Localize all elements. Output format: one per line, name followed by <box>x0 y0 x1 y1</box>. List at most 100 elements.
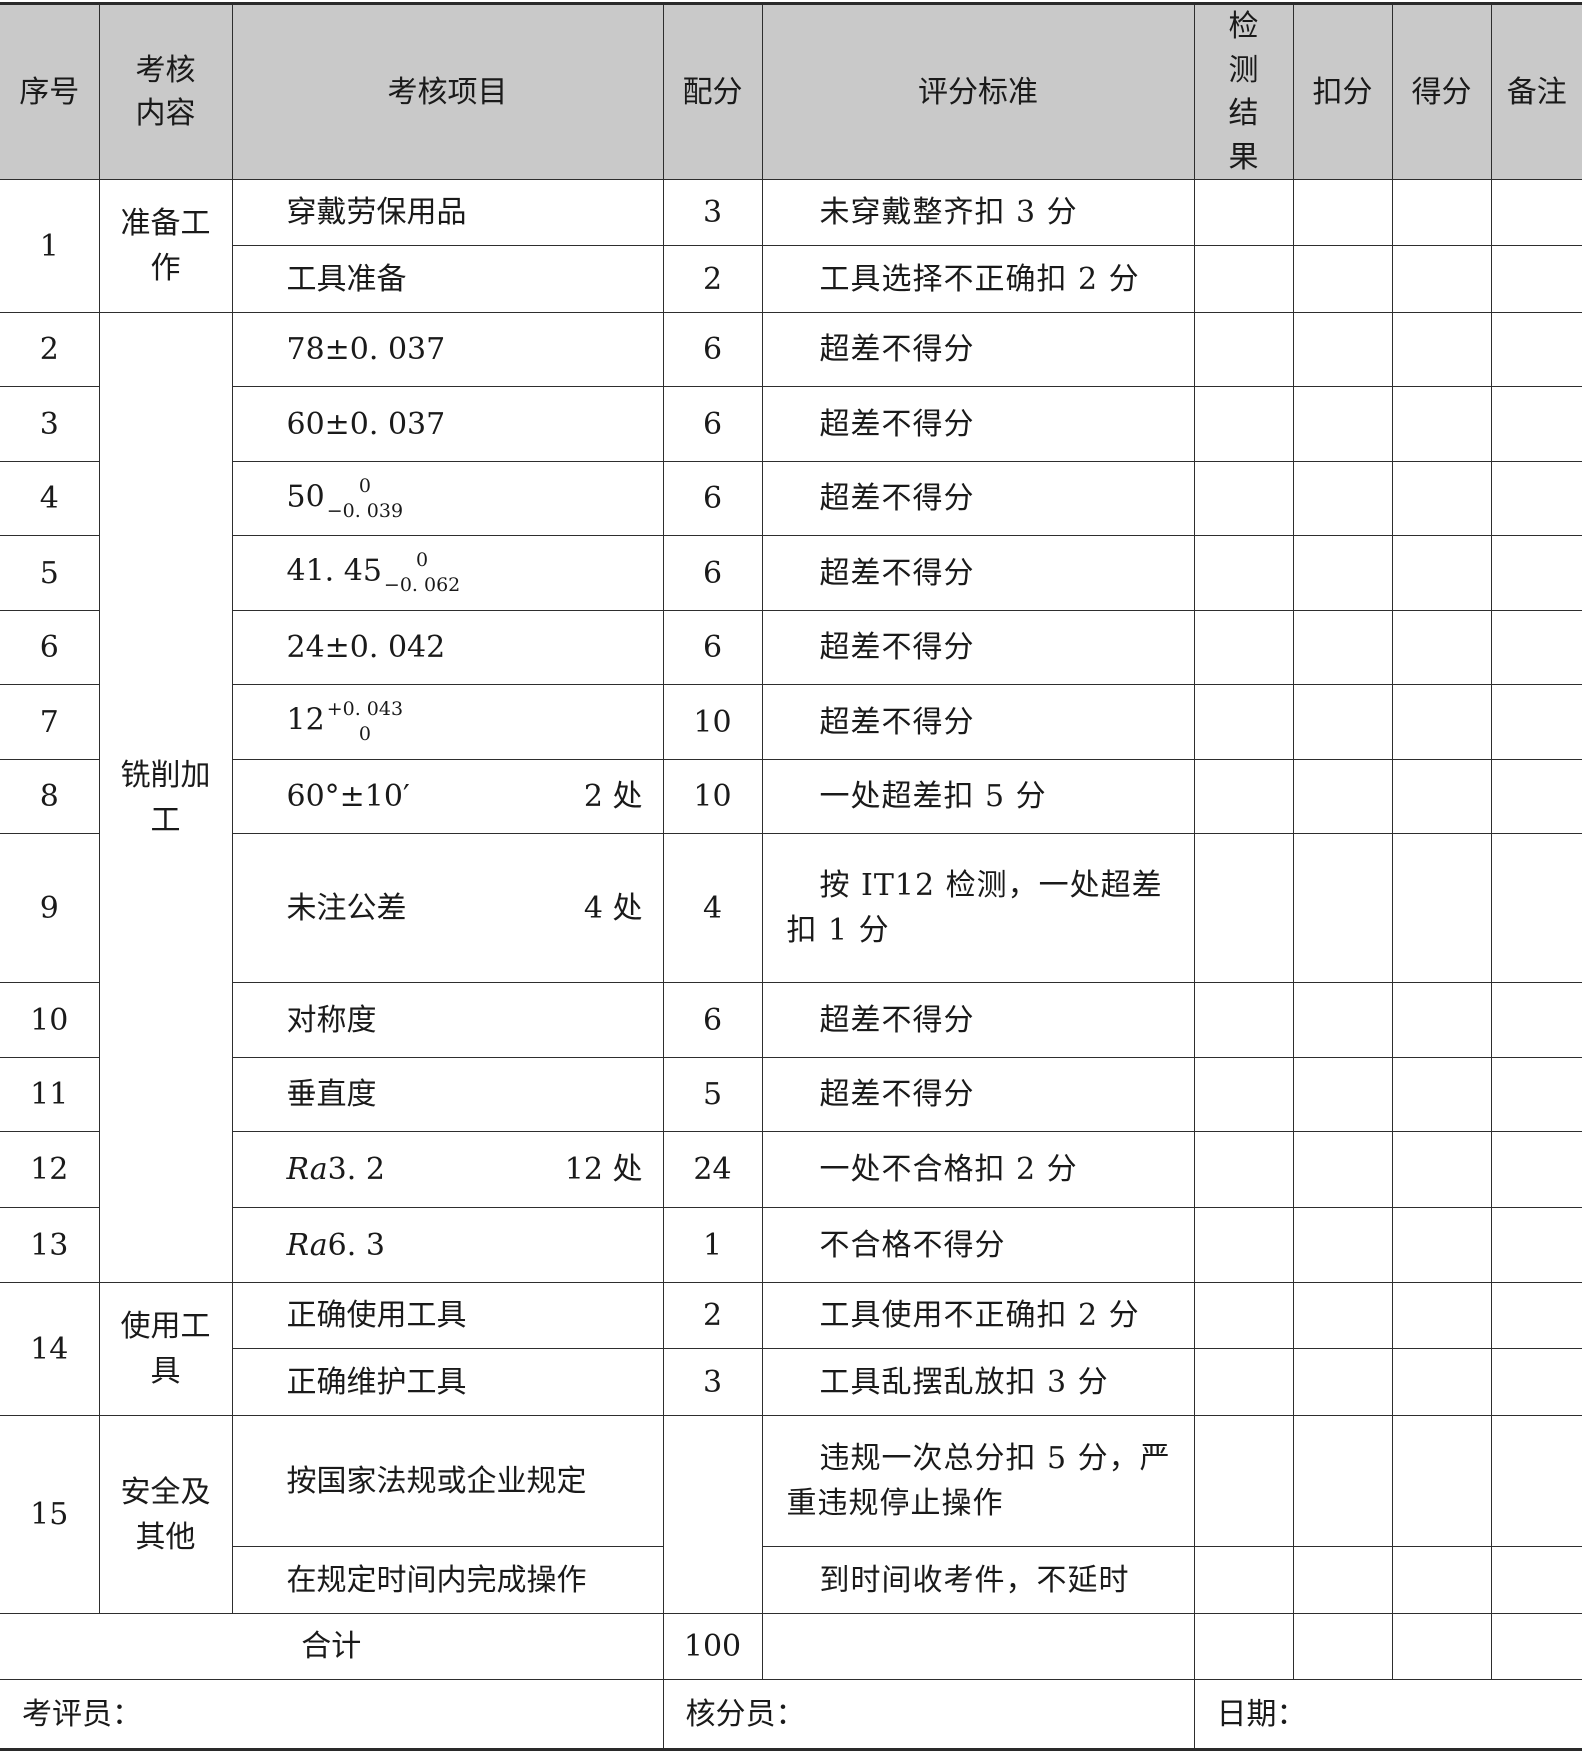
total-remark-cell <box>1490 1613 1582 1680</box>
remark-cell[interactable] <box>1490 1348 1582 1416</box>
item-text: 工具准备 <box>286 261 407 297</box>
earned-cell[interactable] <box>1391 535 1492 611</box>
earned-cell[interactable] <box>1391 1282 1492 1349</box>
deduction-cell[interactable] <box>1292 1415 1393 1547</box>
result-cell[interactable] <box>1193 1057 1294 1132</box>
score-cell: 6 <box>662 982 763 1058</box>
earned-cell[interactable] <box>1391 1546 1492 1614</box>
result-cell[interactable] <box>1193 535 1294 611</box>
result-cell[interactable] <box>1193 1207 1294 1283</box>
earned-cell[interactable] <box>1391 386 1492 462</box>
score-cell: 3 <box>662 179 763 246</box>
earned-cell[interactable] <box>1391 179 1492 246</box>
item-text: 正确使用工具 <box>286 1298 467 1333</box>
remark-cell[interactable] <box>1490 1131 1582 1208</box>
deduction-cell[interactable] <box>1292 1282 1393 1349</box>
item-cell: 24±0. 042 <box>231 610 664 685</box>
tolerance: 0 −0. 039 <box>327 474 403 523</box>
result-cell[interactable] <box>1193 1131 1294 1208</box>
header-row: 序号 考核内容 考核项目 配分 评分标准 检测结果 扣分 得分 备注 <box>0 3 1582 180</box>
deduction-cell[interactable] <box>1292 833 1393 983</box>
remark-cell[interactable] <box>1490 535 1582 611</box>
criteria-cell: 不合格不得分 <box>761 1207 1195 1283</box>
result-cell[interactable] <box>1193 386 1294 462</box>
earned-cell[interactable] <box>1391 1415 1492 1547</box>
remark-cell[interactable] <box>1490 461 1582 536</box>
remark-cell[interactable] <box>1490 386 1582 462</box>
remark-cell[interactable] <box>1490 179 1582 246</box>
remark-cell[interactable] <box>1490 759 1582 834</box>
earned-cell[interactable] <box>1391 1348 1492 1416</box>
item-text: 在规定时间内完成操作 <box>286 1562 587 1598</box>
result-cell[interactable] <box>1193 1348 1294 1416</box>
remark-cell[interactable] <box>1490 833 1582 983</box>
remark-cell[interactable] <box>1490 1415 1582 1547</box>
remark-cell[interactable] <box>1490 245 1582 313</box>
remark-cell[interactable] <box>1490 312 1582 387</box>
result-cell[interactable] <box>1193 461 1294 536</box>
earned-cell[interactable] <box>1391 245 1492 313</box>
signature-row: 考评员： 核分员： 日期： <box>0 1679 1582 1750</box>
total-label: 合计 <box>0 1613 664 1680</box>
earned-cell[interactable] <box>1391 1057 1492 1132</box>
criteria-cell: 超差不得分 <box>761 386 1195 462</box>
deduction-cell[interactable] <box>1292 684 1393 760</box>
tolerance-lower: 0 <box>358 723 371 745</box>
earned-cell[interactable] <box>1391 833 1492 983</box>
item-cell: 正确使用工具 <box>231 1282 664 1349</box>
item-cell: 12 处 Ra3. 2 <box>231 1131 664 1208</box>
remark-cell[interactable] <box>1490 1282 1582 1349</box>
result-cell[interactable] <box>1193 1282 1294 1349</box>
deduction-cell[interactable] <box>1292 245 1393 313</box>
criteria-cell: 一处超差扣 5 分 <box>761 759 1195 834</box>
header-criteria: 评分标准 <box>761 3 1195 180</box>
deduction-cell[interactable] <box>1292 535 1393 611</box>
result-cell[interactable] <box>1193 610 1294 685</box>
remark-cell[interactable] <box>1490 610 1582 685</box>
deduction-cell[interactable] <box>1292 179 1393 246</box>
earned-cell[interactable] <box>1391 1131 1492 1208</box>
result-cell[interactable] <box>1193 833 1294 983</box>
deduction-cell[interactable] <box>1292 759 1393 834</box>
earned-cell[interactable] <box>1391 982 1492 1058</box>
remark-cell[interactable] <box>1490 1207 1582 1283</box>
deduction-cell[interactable] <box>1292 1057 1393 1132</box>
result-cell[interactable] <box>1193 982 1294 1058</box>
earned-cell[interactable] <box>1391 1207 1492 1283</box>
deduction-cell[interactable] <box>1292 312 1393 387</box>
deduction-cell[interactable] <box>1292 461 1393 536</box>
earned-cell[interactable] <box>1391 684 1492 760</box>
remark-cell[interactable] <box>1490 1546 1582 1614</box>
remark-cell[interactable] <box>1490 982 1582 1058</box>
item-cell: 按国家法规或企业规定 <box>231 1415 664 1547</box>
deduction-cell[interactable] <box>1292 386 1393 462</box>
result-cell[interactable] <box>1193 759 1294 834</box>
earned-cell[interactable] <box>1391 759 1492 834</box>
deduction-cell[interactable] <box>1292 1348 1393 1416</box>
result-cell[interactable] <box>1193 1546 1294 1614</box>
earned-cell[interactable] <box>1391 312 1492 387</box>
criteria-cell: 超差不得分 <box>761 1057 1195 1132</box>
item-text: 60±0. 037 <box>286 406 446 442</box>
deduction-cell[interactable] <box>1292 1546 1393 1614</box>
criteria-cell: 超差不得分 <box>761 610 1195 685</box>
deduction-cell[interactable] <box>1292 1207 1393 1283</box>
item-cell: 工具准备 <box>232 245 664 313</box>
remark-cell[interactable] <box>1490 1057 1582 1132</box>
earned-cell[interactable] <box>1391 610 1492 685</box>
remark-cell[interactable] <box>1490 684 1582 760</box>
deduction-cell[interactable] <box>1292 1131 1393 1208</box>
earned-cell[interactable] <box>1391 461 1492 536</box>
result-cell[interactable] <box>1193 312 1294 387</box>
item-cell: 78±0. 037 <box>231 312 664 387</box>
result-cell[interactable] <box>1193 684 1294 760</box>
deduction-cell[interactable] <box>1292 610 1393 685</box>
result-cell[interactable] <box>1193 245 1294 313</box>
tolerance-lower: −0. 039 <box>326 499 404 522</box>
table-row: 正确维护工具 3 工具乱摆乱放扣 3 分 <box>0 1348 1582 1416</box>
item-count: 4 处 <box>583 890 643 926</box>
result-cell[interactable] <box>1193 1415 1294 1547</box>
deduction-cell[interactable] <box>1292 982 1393 1058</box>
criteria-cell: 未穿戴整齐扣 3 分 <box>761 179 1195 246</box>
result-cell[interactable] <box>1193 179 1294 246</box>
